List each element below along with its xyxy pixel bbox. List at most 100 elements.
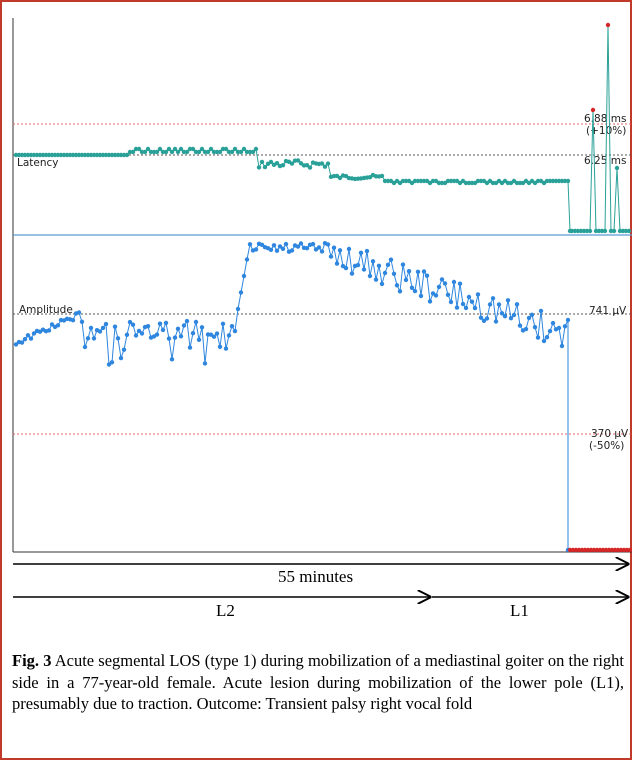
amplitude-series-point [358,250,364,255]
amplitude-series-point [172,335,178,340]
latency-series-point [172,146,178,152]
amplitude-series-point [169,357,175,362]
amplitude-series-point [526,315,532,321]
latency-series-point [232,146,238,152]
amplitude-series-point [220,321,226,326]
latency-series-point [166,146,172,152]
amplitude-series-point [451,279,457,285]
amplitude-series-point [298,241,304,246]
latency-series-point [262,164,268,170]
amplitude-series-point [127,319,133,325]
latency-series-point [590,107,596,113]
amplitude-series-point [181,323,187,328]
amplitude-series-point [400,262,406,267]
amplitude-series-point [547,328,553,334]
amplitude-series-point [487,302,493,307]
latency-series-line [16,24,629,232]
amplitude-series-point [382,270,388,276]
ref-label-741: 741 µV [589,305,627,317]
amplitude-series-point [55,323,61,328]
amplitude-series-point [178,334,184,339]
amplitude-series-point [508,316,514,321]
amplitude-series-point [391,271,397,276]
amplitude-series-point [214,331,220,336]
amplitude-series-point [226,333,232,338]
amplitude-series-point [235,306,241,312]
amplitude-series-point [238,290,244,295]
amplitude-series-point [316,245,322,250]
amplitude-series-point [46,328,52,333]
ref-label-6.25: 6.25 ms [584,155,626,167]
amplitude-series-point [424,273,430,278]
amplitude-series-point [418,293,424,299]
latency-series-point [614,165,620,171]
latency-series-point [325,161,331,166]
amplitude-label: Amplitude [19,304,73,316]
amplitude-series-point [406,269,412,274]
ref-sublabel-370: (-50%) [589,440,624,452]
latency-series-point [184,149,190,155]
amplitude-series-point [517,323,523,328]
latency-label: Latency [17,157,59,169]
amplitude-series-point [466,294,472,300]
amplitude-series-point [445,292,451,297]
amplitude-series-point [136,328,142,334]
amplitude-series-point [91,336,97,341]
latency-series-point [142,149,148,155]
amplitude-series-point [232,328,238,334]
duration-label: 55 minutes [278,567,353,586]
amplitude-series-point [523,326,529,332]
amplitude-series-point [550,320,556,326]
latency-series-point [190,146,196,152]
amplitude-series-point [481,318,487,323]
amplitude-series-point [157,321,163,326]
amplitude-series-point [343,265,349,271]
latency-series-point [199,146,205,152]
latency-series-point [169,149,175,155]
amplitude-series-point [627,547,632,553]
amplitude-series-point [373,277,379,282]
amplitude-series-point [427,299,433,304]
latency-series-point [379,173,385,179]
latency-series-point [256,165,262,170]
amplitude-series-point [277,244,283,249]
amplitude-series-point [103,321,109,327]
amplitude-series-point [139,331,145,336]
amplitude-series-point [493,319,499,324]
latency-series-point [163,149,169,155]
caption-figure-number: Fig. 3 [12,651,52,670]
latency-series-point [253,146,259,152]
latency-series-point [229,149,235,155]
amplitude-series-point [376,263,382,268]
amplitude-series-point [199,325,205,330]
amplitude-series-point [97,329,103,334]
phase-l1-label: L1 [510,601,529,620]
latency-series-point [259,159,265,165]
amplitude-series-point [274,248,280,253]
amplitude-series-point [160,327,166,333]
latency-series-point [304,163,310,168]
amplitude-series-point [538,308,544,314]
amplitude-series-point [565,317,571,323]
amplitude-series-point [22,337,28,342]
ref-label-6.88: 6.88 ms [584,113,626,125]
latency-series-point [587,228,593,234]
amplitude-series-point [454,305,460,310]
amplitude-series-point [457,281,463,286]
latency-series-point [217,149,223,155]
amplitude-series-point [532,325,538,330]
amplitude-series-point [370,259,376,264]
latency-series-point [319,161,325,166]
amplitude-series-point [502,314,508,319]
amplitude-series-point [229,324,235,329]
latency-series-point [274,161,280,166]
amplitude-series-point [334,261,340,266]
amplitude-series-point [442,281,448,286]
amplitude-series-point [433,293,439,298]
amplitude-series-point [31,331,37,336]
amplitude-series-point [412,288,418,294]
latency-series-point [238,149,244,155]
amplitude-series-point [211,334,217,339]
amplitude-series-point [223,346,229,351]
